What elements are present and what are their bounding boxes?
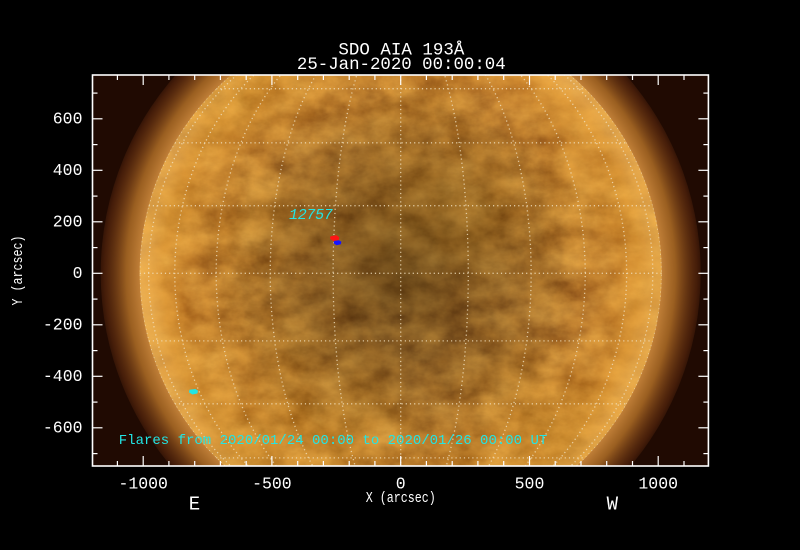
svg-text:-600: -600 bbox=[43, 418, 83, 437]
svg-text:0: 0 bbox=[73, 264, 83, 283]
svg-text:E: E bbox=[189, 494, 200, 516]
svg-text:1000: 1000 bbox=[638, 475, 678, 494]
svg-text:-400: -400 bbox=[43, 367, 83, 386]
svg-text:X (arcsec): X (arcsec) bbox=[366, 490, 436, 507]
svg-text:Flares from 2020/01/24 00:00 t: Flares from 2020/01/24 00:00 to 2020/01/… bbox=[119, 433, 547, 449]
svg-text:-200: -200 bbox=[43, 315, 83, 334]
svg-text:600: 600 bbox=[53, 109, 83, 128]
svg-text:500: 500 bbox=[515, 475, 545, 494]
svg-text:-500: -500 bbox=[252, 475, 292, 494]
svg-text:-1000: -1000 bbox=[118, 475, 168, 494]
svg-text:W: W bbox=[607, 494, 619, 516]
svg-text:400: 400 bbox=[53, 161, 83, 180]
svg-text:25-Jan-2020 00:00:04: 25-Jan-2020 00:00:04 bbox=[297, 56, 506, 75]
svg-text:Y (arcsec): Y (arcsec) bbox=[10, 236, 27, 306]
svg-text:200: 200 bbox=[53, 212, 83, 231]
svg-text:12757: 12757 bbox=[289, 207, 333, 224]
